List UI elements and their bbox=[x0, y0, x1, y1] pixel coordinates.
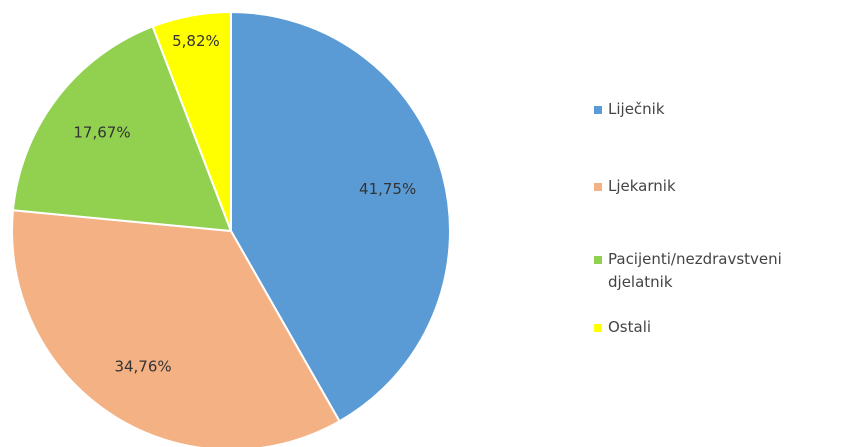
data-label: 17,67% bbox=[73, 123, 130, 141]
legend-label: Liječnik bbox=[608, 100, 665, 118]
legend-item: Ljekarnik bbox=[594, 175, 839, 198]
legend-item: Pacijenti/nezdravstveni djelatnik bbox=[594, 248, 839, 294]
legend-item: Ostali bbox=[594, 316, 839, 339]
data-label: 5,82% bbox=[172, 32, 220, 50]
data-label: 41,75% bbox=[359, 180, 416, 198]
legend-swatch bbox=[594, 106, 602, 114]
legend-swatch bbox=[594, 324, 602, 332]
data-label: 34,76% bbox=[114, 358, 171, 376]
legend-swatch bbox=[594, 183, 602, 191]
pie-slice bbox=[230, 10, 451, 423]
pie-slice bbox=[11, 25, 233, 233]
legend-label: Ostali bbox=[608, 318, 652, 336]
legend-label: Ljekarnik bbox=[608, 177, 676, 195]
legend-label: Pacijenti/nezdravstveni djelatnik bbox=[608, 250, 782, 291]
legend-item: Liječnik bbox=[594, 98, 839, 121]
pie-slice bbox=[11, 209, 341, 447]
legend-swatch bbox=[594, 256, 602, 264]
pie-slice bbox=[151, 10, 232, 232]
